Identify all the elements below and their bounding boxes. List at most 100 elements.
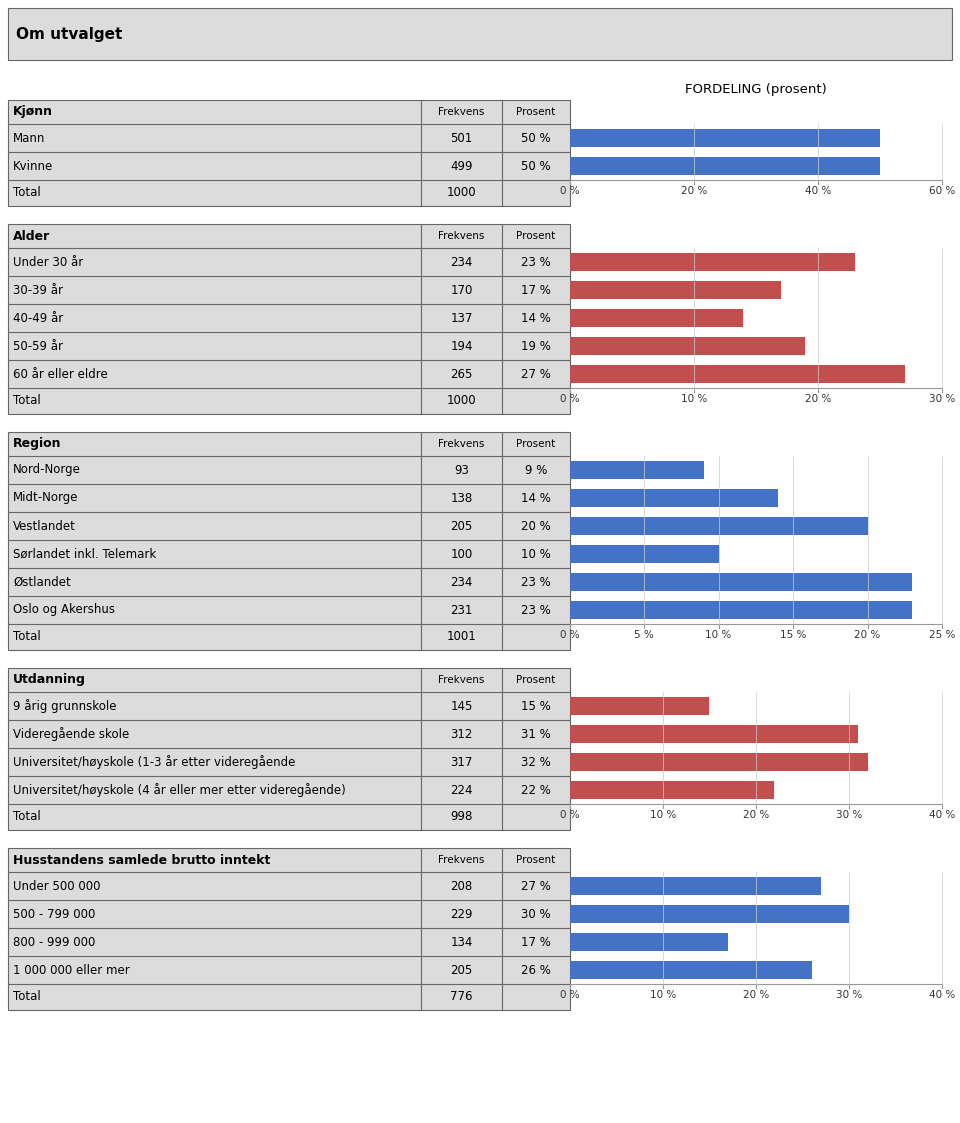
Bar [8,124,569,152]
Text: Prosent: Prosent [516,675,556,685]
Text: 15 %: 15 % [521,700,551,712]
Text: 776: 776 [450,990,473,1004]
Text: 1001: 1001 [446,630,476,643]
Text: 17 %: 17 % [521,283,551,296]
Text: 317: 317 [450,756,472,768]
Text: Total: Total [13,990,40,1004]
Text: 0 %: 0 % [560,810,580,820]
Bar [8,248,569,276]
Bar [8,389,569,414]
Bar [569,725,858,743]
Text: 134: 134 [450,935,472,949]
Text: 9 %: 9 % [525,464,547,476]
Text: Kjønn: Kjønn [13,106,53,119]
Text: 499: 499 [450,159,473,173]
Text: Prosent: Prosent [516,439,556,449]
Text: Videregående skole: Videregående skole [13,727,130,741]
Text: 23 %: 23 % [521,575,551,588]
Bar [8,180,569,206]
Text: 0 %: 0 % [560,394,580,404]
Text: 22 %: 22 % [521,784,551,796]
Text: 10 %: 10 % [650,990,676,999]
Text: Prosent: Prosent [516,231,556,241]
Bar [8,512,569,540]
Bar [8,871,569,900]
Bar [8,984,569,1010]
Text: 10 %: 10 % [706,630,732,640]
Bar [569,365,904,383]
Text: 30 %: 30 % [521,907,551,921]
Text: 145: 145 [450,700,472,712]
Text: 50 %: 50 % [521,159,551,173]
Bar [569,752,868,772]
Text: 60 %: 60 % [929,186,955,197]
Bar [8,720,569,748]
Text: Nord-Norge: Nord-Norge [13,464,81,476]
Text: Frekvens: Frekvens [439,675,485,685]
Bar [8,568,569,596]
Text: 224: 224 [450,784,473,796]
Text: Husstandens samlede brutto inntekt: Husstandens samlede brutto inntekt [13,853,271,867]
Text: 40 %: 40 % [929,990,955,999]
Text: 20 %: 20 % [743,810,769,820]
Bar [8,692,569,720]
Text: Frekvens: Frekvens [439,231,485,241]
Text: 50 %: 50 % [521,131,551,145]
Text: Oslo og Akershus: Oslo og Akershus [13,603,115,617]
Text: 14 %: 14 % [521,492,551,504]
Text: 20 %: 20 % [521,520,551,532]
Bar [8,276,569,304]
Text: 10 %: 10 % [681,394,707,404]
Bar [569,489,779,508]
Text: 23 %: 23 % [521,256,551,268]
Bar [8,100,569,124]
Text: 40 %: 40 % [929,810,955,820]
Bar [569,517,868,535]
Text: 1000: 1000 [446,394,476,408]
Text: 31 %: 31 % [521,728,551,740]
Bar [569,281,780,299]
Text: 137: 137 [450,311,472,325]
Text: 40 %: 40 % [804,186,831,197]
Text: 0 %: 0 % [560,990,580,999]
Text: Region: Region [13,438,61,450]
Bar [8,848,569,1010]
Text: Universitet/høyskole (4 år eller mer etter videregående): Universitet/høyskole (4 år eller mer ett… [13,783,346,797]
Text: 205: 205 [450,964,472,977]
Text: 40-49 år: 40-49 år [13,311,63,325]
Bar [569,573,912,591]
Bar [8,668,569,692]
Text: 10 %: 10 % [650,810,676,820]
Text: 60 år eller eldre: 60 år eller eldre [13,367,108,381]
Text: Under 500 000: Under 500 000 [13,879,101,893]
Text: 93: 93 [454,464,469,476]
Text: 32 %: 32 % [521,756,551,768]
Bar [8,432,569,456]
Bar [569,697,709,715]
Bar [8,956,569,984]
Text: 19 %: 19 % [521,339,551,353]
Bar [8,152,569,180]
Text: 27 %: 27 % [521,879,551,893]
Bar [8,100,569,206]
Text: 20 %: 20 % [804,394,831,404]
Text: 194: 194 [450,339,473,353]
Bar [569,460,704,480]
Text: 100: 100 [450,548,472,560]
Text: Frekvens: Frekvens [439,107,485,117]
Bar [8,928,569,956]
Bar [8,304,569,332]
Bar [8,848,569,871]
Text: Total: Total [13,186,40,200]
Bar [569,129,880,147]
Text: Frekvens: Frekvens [439,855,485,865]
Text: 5 %: 5 % [635,630,654,640]
Text: 14 %: 14 % [521,311,551,325]
Text: Universitet/høyskole (1-3 år etter videregående: Universitet/høyskole (1-3 år etter vider… [13,755,296,769]
Bar [8,776,569,804]
Text: Under 30 år: Under 30 år [13,256,84,268]
Bar [569,905,849,923]
Text: 998: 998 [450,811,472,823]
Text: 26 %: 26 % [521,964,551,977]
Text: Prosent: Prosent [516,107,556,117]
